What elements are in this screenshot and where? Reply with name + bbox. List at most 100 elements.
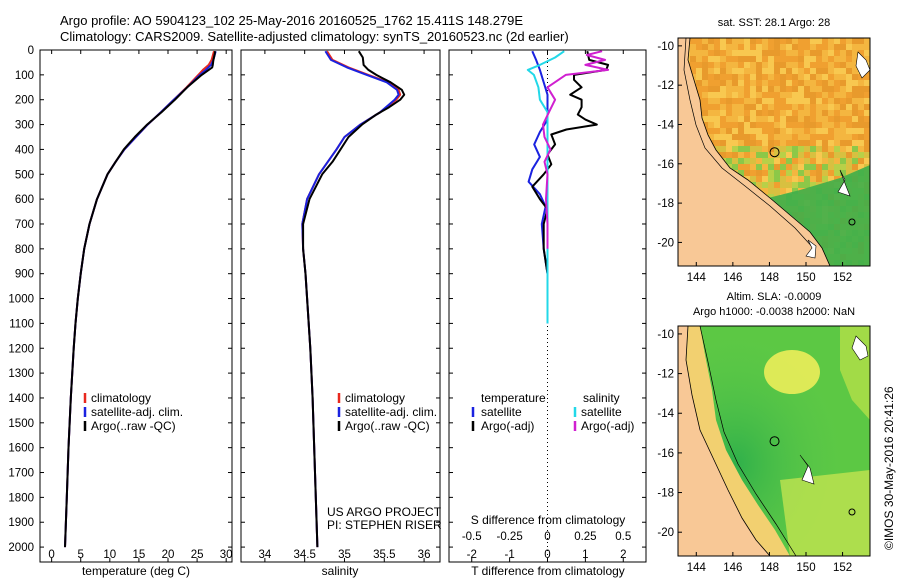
sst-cell <box>726 122 732 128</box>
sst-cell <box>714 116 720 122</box>
sst-cell <box>726 56 732 62</box>
sst-cell <box>846 104 852 110</box>
sst-cell <box>780 170 786 176</box>
sst-cell <box>732 98 738 104</box>
sst-cell <box>762 86 768 92</box>
sst-cell <box>720 134 726 140</box>
sst-cell <box>738 146 744 152</box>
sst-cell <box>804 98 810 104</box>
sst-cell <box>726 74 732 80</box>
sst-cell <box>768 164 774 170</box>
sst-cell <box>738 38 744 44</box>
sst-cell <box>762 44 768 50</box>
sst-cell <box>864 158 870 164</box>
sst-cell <box>828 170 834 176</box>
sst-cell <box>738 92 744 98</box>
figure-title-line1: Argo profile: AO 5904123_102 25-May-2016… <box>60 13 523 28</box>
sst-cell <box>738 80 744 86</box>
sst-cell <box>804 62 810 68</box>
sst-cell <box>828 116 834 122</box>
x-tick-label: 25 <box>191 549 204 561</box>
series-line-salinity-satellite <box>526 50 565 324</box>
sst-cell <box>720 122 726 128</box>
sst-cell <box>762 134 768 140</box>
sst-cell <box>786 86 792 92</box>
sst-cell <box>810 122 816 128</box>
sst-cell <box>720 98 726 104</box>
sst-cell <box>750 68 756 74</box>
sst-cell <box>828 104 834 110</box>
sst-cell <box>774 110 780 116</box>
sst-cell <box>726 104 732 110</box>
sst-cell <box>792 140 798 146</box>
sst-map-ticks: 144 146 148 150 152 -10 -12 -14 -16 -18 -20 <box>657 41 852 284</box>
sst-cell <box>744 50 750 56</box>
sst-cell <box>798 62 804 68</box>
sst-cell <box>762 128 768 134</box>
sst-cell <box>840 122 846 128</box>
sst-cell <box>756 140 762 146</box>
sst-cell <box>774 188 780 194</box>
sst-cell <box>774 116 780 122</box>
x-tick-label: 20 <box>162 549 175 561</box>
sst-cell <box>846 122 852 128</box>
x-tick-label: 36 <box>418 549 431 561</box>
sst-cell <box>738 62 744 68</box>
sst-cell <box>798 80 804 86</box>
sla-island <box>851 335 869 361</box>
depth-tick-label: 500 <box>15 169 34 181</box>
sst-cell <box>732 68 738 74</box>
sst-cell <box>714 50 720 56</box>
sst-cell <box>750 170 756 176</box>
sst-cell <box>792 86 798 92</box>
sst-cell <box>822 86 828 92</box>
sst-cell <box>846 80 852 86</box>
sst-cell <box>858 122 864 128</box>
sst-cell <box>708 68 714 74</box>
sst-cell <box>786 98 792 104</box>
legend-label-argo: Argo(..raw -QC) <box>345 419 430 433</box>
sst-cell <box>750 50 756 56</box>
legend-label-s-satellite: satellite <box>581 405 622 419</box>
sst-cell <box>762 56 768 62</box>
sst-map <box>678 38 870 266</box>
sst-cell <box>840 62 846 68</box>
depth-tick-label: 1400 <box>8 393 34 405</box>
sst-cell <box>756 158 762 164</box>
sst-cell <box>696 92 702 98</box>
depth-tick-label: 700 <box>15 219 34 231</box>
sst-cell <box>822 140 828 146</box>
sst-cell <box>720 128 726 134</box>
sst-cell <box>774 50 780 56</box>
map-y-tick-label: -18 <box>657 198 674 210</box>
sst-cell <box>810 134 816 140</box>
sst-cell <box>840 92 846 98</box>
sst-cell <box>750 86 756 92</box>
sst-cell <box>780 176 786 182</box>
sst-cell <box>738 50 744 56</box>
sst-cell <box>726 50 732 56</box>
sst-cell <box>804 170 810 176</box>
sst-cell <box>828 134 834 140</box>
sst-cell <box>864 80 870 86</box>
x2-tick-label: 0.25 <box>574 531 596 543</box>
series-line-satellite <box>301 50 400 548</box>
sst-cell <box>786 122 792 128</box>
sst-cell <box>810 44 816 50</box>
sst-cell <box>792 170 798 176</box>
sst-cell <box>708 74 714 80</box>
sst-cell <box>732 38 738 44</box>
sst-cell <box>768 182 774 188</box>
sst-cell <box>846 56 852 62</box>
sst-cell <box>792 50 798 56</box>
sst-cell <box>834 104 840 110</box>
x-tick-label: -1 <box>504 549 514 561</box>
sst-cell <box>768 122 774 128</box>
sst-cell <box>762 92 768 98</box>
sst-cell <box>864 44 870 50</box>
sst-cell <box>858 38 864 44</box>
sst-cell <box>774 104 780 110</box>
sst-cell <box>810 38 816 44</box>
sst-cell <box>756 56 762 62</box>
project-label: US ARGO PROJECT <box>327 505 442 519</box>
